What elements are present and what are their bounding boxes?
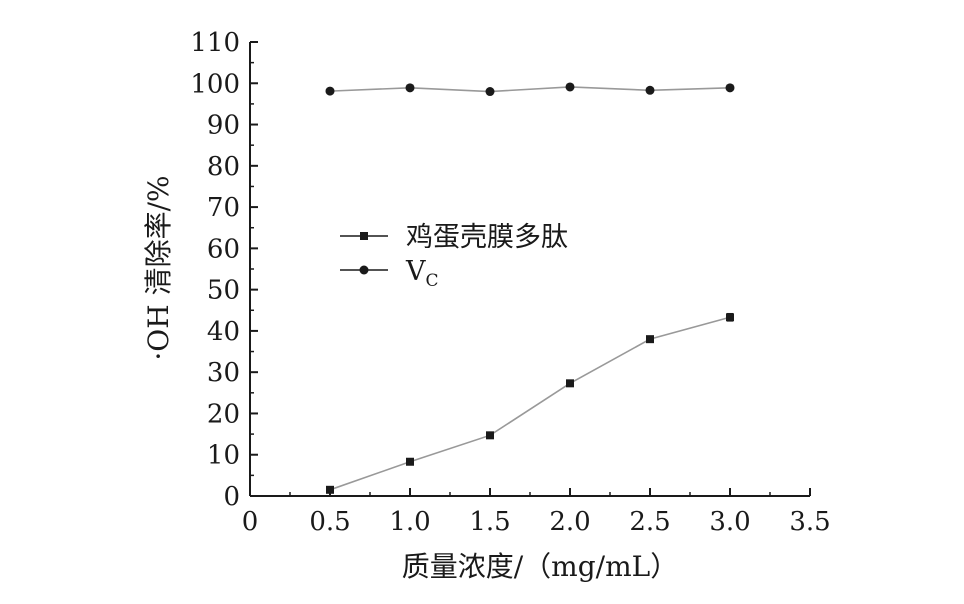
series-1-point [326, 485, 334, 494]
series-2-point [565, 82, 575, 92]
series-layer [325, 82, 735, 494]
series-1-line [329, 316, 731, 491]
y-tick-label: 20 [207, 399, 240, 429]
x-tick-label: 0 [242, 507, 259, 537]
series-1 [326, 312, 734, 494]
axes: 0 0.5 1.0 1.5 2.0 2.5 3.0 3.5 0 10 20 30 40 50 60 70 80 9… [190, 28, 830, 537]
series-2-point [325, 86, 335, 96]
legend-label-1: 鸡蛋壳膜多肽 [406, 222, 568, 253]
y-tick-label: 100 [190, 69, 240, 99]
series-1-point [566, 379, 574, 388]
y-tick-label: 40 [207, 317, 240, 347]
series-1-point [486, 431, 494, 440]
y-tick-label: 70 [207, 193, 240, 223]
series-2-point [405, 83, 415, 93]
series-2-point [485, 87, 495, 97]
y-tick-label: 90 [207, 111, 240, 141]
legend-label-subscript: C [426, 271, 439, 291]
x-axis-title: 质量浓度/（mg/mL） [402, 550, 679, 583]
x-tick-label: 3.5 [789, 507, 830, 537]
y-axis-title: ·OH 清除率/% [142, 175, 175, 360]
y-tick-label: 110 [190, 28, 240, 58]
y-tick-label: 10 [207, 441, 240, 471]
y-tick-label: 0 [223, 482, 240, 512]
y-tick-label: 60 [207, 234, 240, 264]
series-1-point [726, 313, 734, 322]
x-tick-label: 3.0 [709, 507, 750, 537]
series-2-point [645, 85, 655, 95]
x-tick-label: 1.5 [469, 507, 510, 537]
y-tick-label: 80 [207, 152, 240, 182]
y-tick-label: 30 [207, 358, 240, 388]
legend-marker-2 [359, 265, 369, 275]
series-1-point [406, 457, 414, 466]
series-2-line [329, 86, 731, 93]
y-tick-label: 50 [207, 276, 240, 306]
x-tick-label: 2.0 [549, 507, 590, 537]
series-2-point [725, 83, 735, 93]
x-tick-label: 1.0 [389, 507, 430, 537]
x-tick-label: 2.5 [629, 507, 670, 537]
legend-marker-1 [360, 232, 368, 240]
legend-label-2: VC [405, 256, 439, 291]
x-tick-label: 0.5 [309, 507, 350, 537]
series-1-point [646, 335, 654, 344]
series-2 [325, 82, 735, 97]
